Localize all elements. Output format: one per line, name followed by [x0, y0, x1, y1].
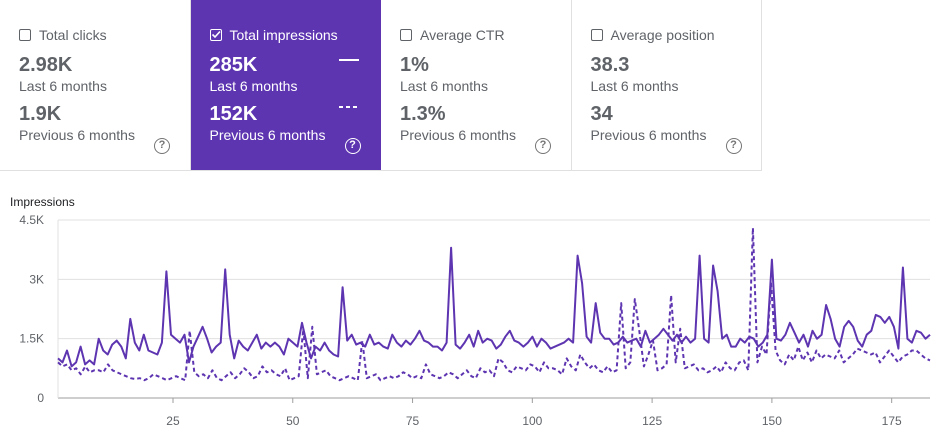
- help-icon[interactable]: ?: [154, 138, 170, 154]
- current-value: 2.98K: [19, 54, 73, 76]
- previous-caption: Previous 6 months: [19, 127, 135, 143]
- x-tick-label: 100: [522, 414, 542, 428]
- checkbox-checked-icon[interactable]: [209, 29, 222, 41]
- previous-value: 1.9K: [19, 103, 62, 125]
- card-total-clicks[interactable]: Total clicks 2.98K Last 6 months 1.9K Pr…: [0, 0, 191, 170]
- chart-grid: [57, 219, 930, 399]
- x-tick-label: 150: [762, 414, 782, 428]
- card-average-ctr[interactable]: Average CTR 1% Last 6 months 1.3% Previo…: [381, 0, 572, 170]
- previous-caption: Previous 6 months: [209, 127, 326, 143]
- card-label: Average position: [610, 27, 715, 43]
- current-period-line: [57, 246, 931, 368]
- current-caption: Last 6 months: [400, 78, 488, 94]
- current-value: 38.3: [590, 54, 630, 76]
- previous-value: 34: [590, 103, 613, 125]
- y-tick-label: 3K: [29, 272, 44, 286]
- impressions-chart: 0 1.5K 3K 4.5K 25 50 75 100 125 150 175: [19, 213, 931, 428]
- card-label: Total impressions: [229, 27, 338, 43]
- x-tick-label: 50: [286, 414, 300, 428]
- y-tick-label: 1.5K: [19, 332, 44, 346]
- current-caption: Last 6 months: [590, 78, 679, 94]
- current-caption: Last 6 months: [19, 78, 107, 94]
- x-tick-label: 175: [882, 414, 902, 428]
- previous-caption: Previous 6 months: [400, 127, 516, 143]
- x-tick-label: 25: [166, 414, 180, 428]
- current-value: 1%: [400, 54, 429, 76]
- card-label: Total clicks: [39, 27, 107, 43]
- current-value: 285K: [209, 54, 258, 76]
- checkbox-icon[interactable]: [19, 29, 31, 41]
- solid-line-legend-icon: [338, 59, 359, 61]
- previous-value: 1.3%: [400, 103, 446, 125]
- dashed-line-legend-icon: [338, 106, 359, 108]
- chart-x-ticks: 25 50 75 100 125 150 175: [166, 398, 902, 428]
- previous-period-line: [57, 226, 931, 382]
- help-icon[interactable]: ?: [535, 138, 551, 154]
- card-total-impressions[interactable]: Total impressions 285K Last 6 months 152…: [190, 0, 381, 170]
- checkbox-icon[interactable]: [400, 29, 412, 41]
- checkbox-row: Total impressions: [209, 27, 338, 43]
- checkbox-row: Average CTR: [400, 27, 505, 43]
- previous-value: 152K: [209, 103, 258, 125]
- y-tick-label: 0: [37, 391, 44, 405]
- chart-series: [57, 226, 931, 382]
- x-tick-label: 125: [642, 414, 662, 428]
- card-label: Average CTR: [420, 27, 505, 43]
- help-icon[interactable]: ?: [344, 138, 361, 154]
- checkbox-row: Average position: [590, 27, 715, 43]
- card-average-position[interactable]: Average position 38.3 Last 6 months 34 P…: [571, 0, 762, 170]
- previous-caption: Previous 6 months: [590, 127, 707, 143]
- chart-y-axis-title: Impressions: [10, 195, 75, 209]
- chart-y-ticks: 0 1.5K 3K 4.5K: [19, 213, 44, 405]
- checkbox-row: Total clicks: [19, 27, 107, 43]
- help-icon[interactable]: ?: [725, 138, 742, 154]
- x-tick-label: 75: [406, 414, 420, 428]
- checkbox-icon[interactable]: [590, 29, 603, 41]
- current-caption: Last 6 months: [209, 78, 298, 94]
- metric-cards: Total clicks 2.98K Last 6 months 1.9K Pr…: [0, 0, 762, 171]
- y-tick-label: 4.5K: [19, 213, 44, 227]
